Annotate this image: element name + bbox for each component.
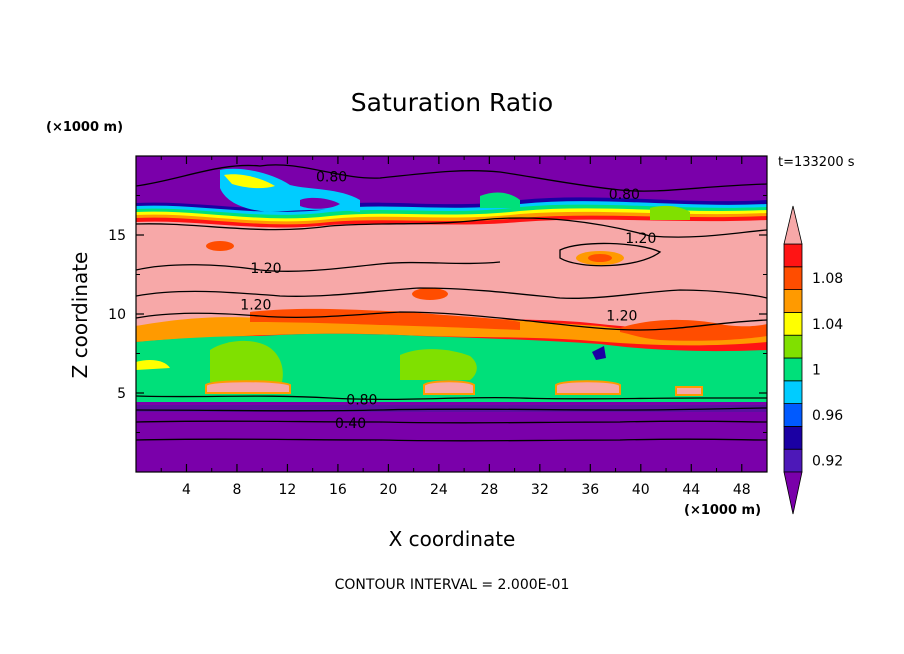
- field-pink-lens-4: [675, 386, 703, 396]
- colorbar-bottom-arrow: [783, 471, 803, 515]
- x-tick-label: 44: [682, 482, 700, 498]
- field-upper-patch-right: [480, 192, 520, 208]
- x-tick-label: 24: [430, 482, 448, 498]
- field-yellow-patch-1: [136, 360, 170, 370]
- field-red-band: [250, 308, 520, 330]
- contour-label: 1.20: [250, 261, 281, 277]
- contour-interval-note: CONTOUR INTERVAL = 2.000E-01: [334, 577, 570, 593]
- field-blue-patch: [592, 346, 606, 360]
- field-pink-lens-3: [555, 380, 621, 395]
- colorbar-label: 1.08: [812, 271, 843, 287]
- colorbar-box: [783, 243, 803, 268]
- x-tick-label: 16: [329, 482, 347, 498]
- colorbar-box: [783, 334, 803, 359]
- colorbar-box: [783, 311, 803, 336]
- field-pink-layer: [136, 219, 767, 332]
- contour-label: 1.20: [625, 231, 656, 247]
- contour-line-1.20-mid: [136, 287, 767, 299]
- x-tick-label: 36: [581, 482, 599, 498]
- contour-line-1.20-lens: [559, 242, 662, 267]
- colorbar-top-arrow: [783, 205, 803, 245]
- colorbar-box: [783, 425, 803, 450]
- contour-label: 1.20: [240, 298, 271, 314]
- colorbar: 1.08 1.04 1 0.96 0.92: [783, 205, 843, 515]
- field-pink-lens-2: [423, 380, 475, 395]
- time-label: t=133200 s: [778, 155, 855, 170]
- y-tick-label: 15: [108, 228, 126, 244]
- x-tick-label: 48: [733, 482, 751, 498]
- field-red-band-right: [620, 319, 767, 341]
- colorbar-box: [783, 289, 803, 313]
- contour-label: 0.80: [316, 170, 347, 186]
- y-tick-label: 5: [117, 386, 126, 402]
- x-tick-label: 32: [531, 482, 549, 498]
- contour-label: 0.40: [335, 416, 366, 432]
- field-lightgreen-patch-1: [210, 340, 283, 382]
- colorbar-label: 0.96: [812, 408, 843, 424]
- colorbar-box: [783, 403, 803, 427]
- contour-line-1.20-lower: [136, 311, 767, 331]
- colorbar-box: [783, 448, 803, 473]
- colorbar-box: [783, 266, 803, 290]
- y-tick-label: 10: [108, 307, 126, 323]
- field-spot-1: [206, 241, 234, 251]
- colorbar-label: 1: [812, 362, 821, 378]
- field-upper-patch-right-2: [650, 205, 690, 220]
- x-tick-label: 40: [632, 482, 650, 498]
- contour-label: 1.20: [606, 309, 637, 325]
- contour-label: 0.80: [346, 392, 377, 408]
- contour-line-low-2: [136, 438, 767, 442]
- x-axis-ticks: 4 8 12 16 20 24 28 32 36 40 44 48: [160, 156, 751, 498]
- colorbar-label: 0.92: [812, 454, 843, 470]
- x-tick-label: 8: [232, 482, 241, 498]
- y-axis-units: (×1000 m): [46, 120, 124, 135]
- contour-field: [136, 156, 767, 472]
- x-axis-label: X coordinate: [388, 527, 516, 551]
- x-tick-label: 20: [379, 482, 397, 498]
- colorbar-label: 1.04: [812, 317, 843, 333]
- y-axis-ticks: 5 10 15: [108, 195, 767, 433]
- contour-label: 0.80: [609, 187, 640, 203]
- field-spot-4: [412, 288, 448, 300]
- contour-labels: 0.80 0.80 1.20 1.20 1.20 1.20 0.80 0.40: [240, 170, 656, 432]
- colorbar-box: [783, 357, 803, 382]
- field-pink-lens-1: [205, 380, 291, 394]
- contour-line-0.80-top: [136, 164, 767, 192]
- x-tick-label: 4: [182, 482, 191, 498]
- contour-line-1.20-left: [136, 261, 501, 272]
- field-upper-patch-purple: [300, 197, 340, 209]
- x-tick-label: 12: [279, 482, 297, 498]
- contour-line-0.80-cloud-base: [136, 395, 767, 401]
- field-lightgreen-patch-2: [400, 349, 477, 380]
- field-spot-3: [588, 254, 612, 262]
- contour-line-low-1: [136, 407, 767, 412]
- x-tick-label: 28: [480, 482, 498, 498]
- contour-line-1.20-upper: [136, 217, 767, 238]
- contour-lines: [136, 164, 767, 442]
- colorbar-box: [783, 380, 803, 404]
- contour-line-0.40: [136, 420, 767, 424]
- x-axis-units: (×1000 m): [684, 503, 762, 518]
- chart-title: Saturation Ratio: [350, 88, 554, 117]
- field-upper-patch-yellow: [224, 174, 275, 189]
